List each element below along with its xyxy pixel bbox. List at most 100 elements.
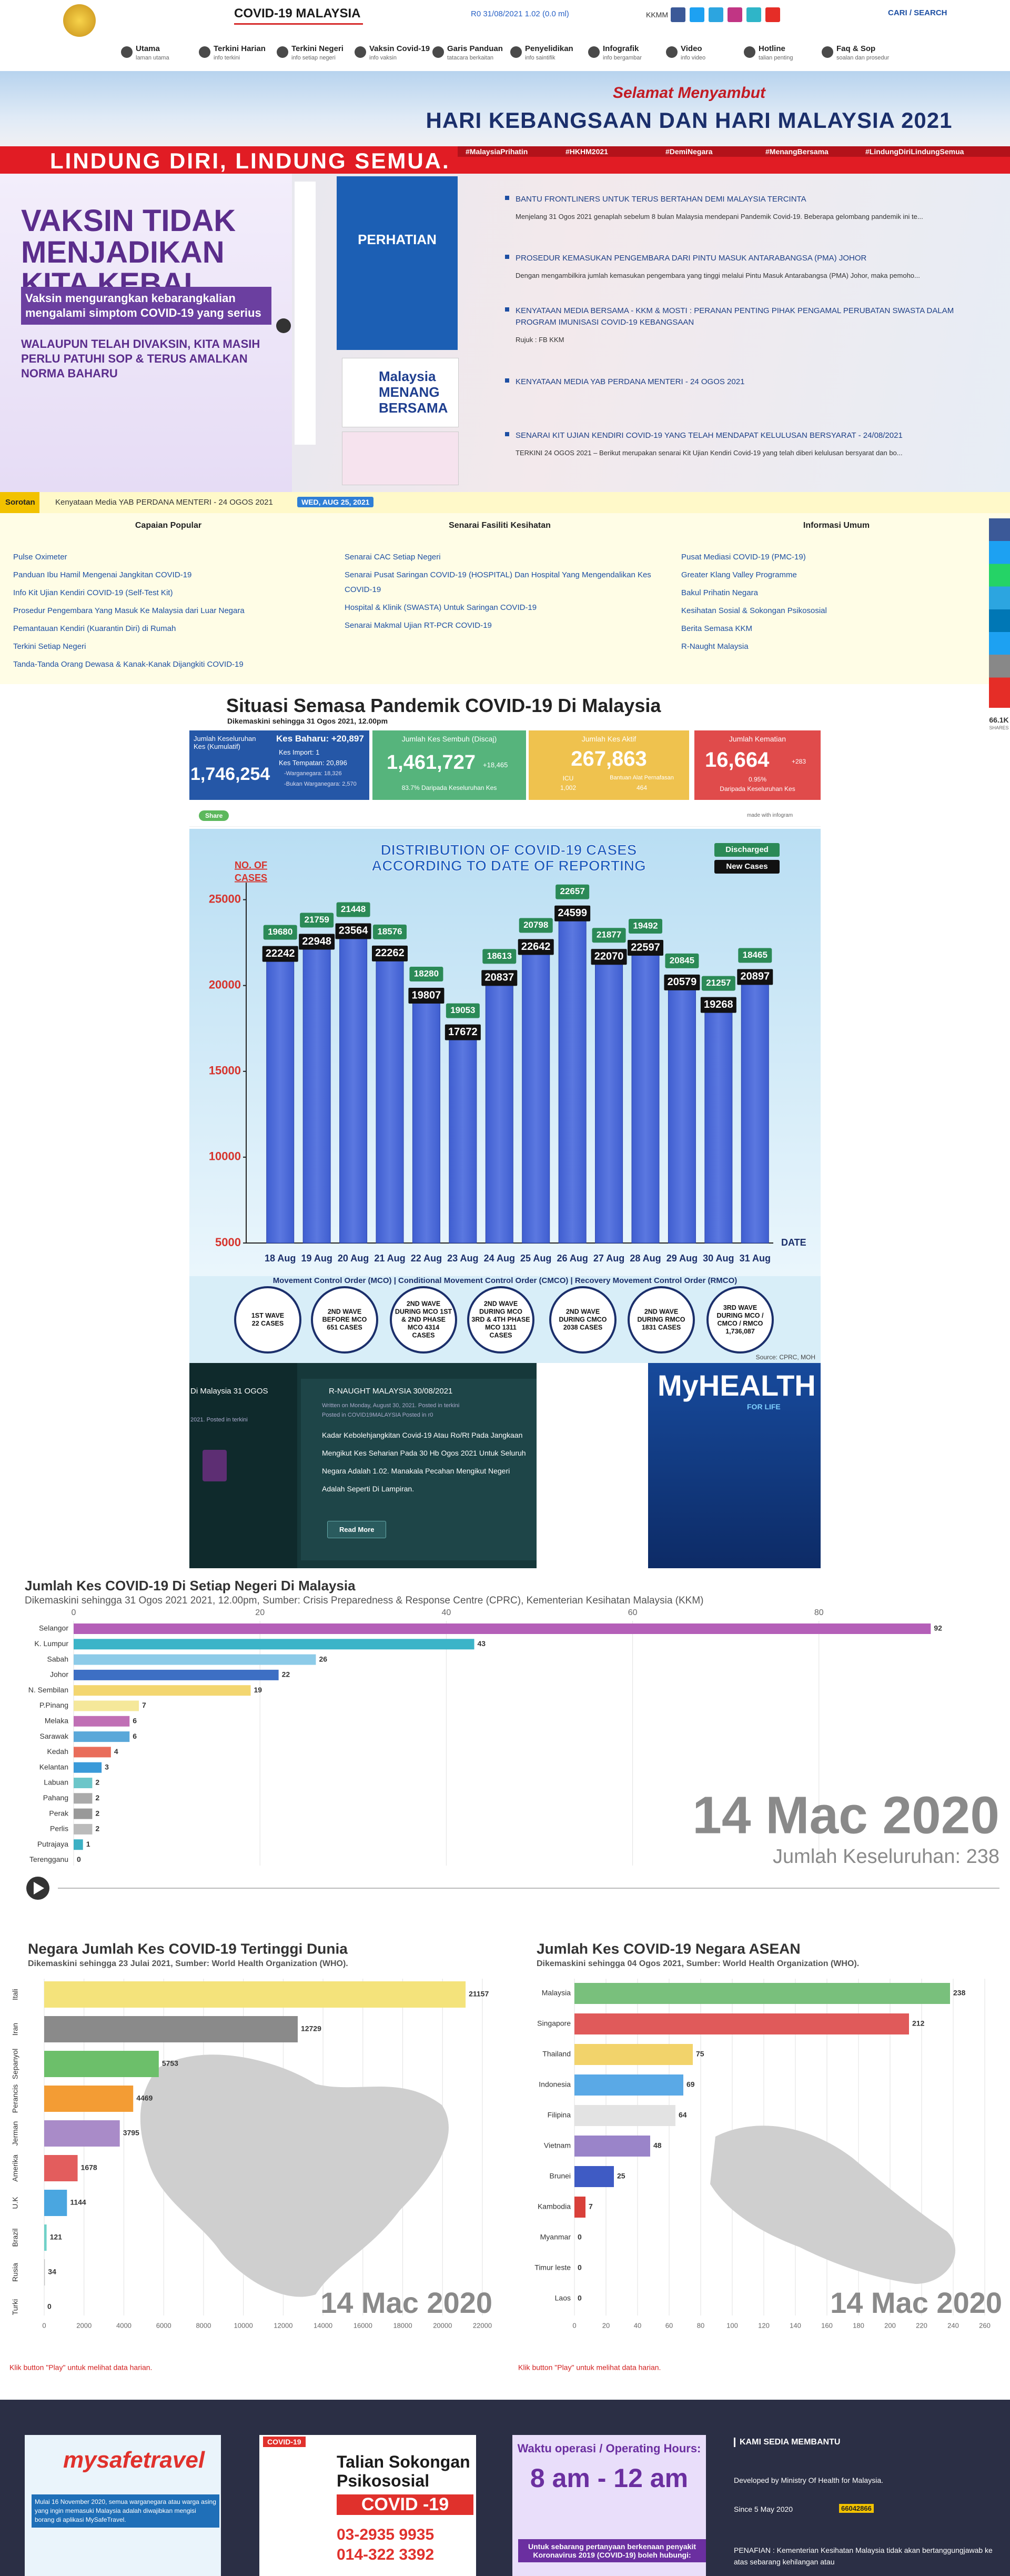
link-item[interactable]: Pulse Oximeter bbox=[13, 553, 67, 562]
value-label: 1 bbox=[86, 1840, 90, 1848]
carousel-title[interactable]: R-NAUGHT MALAYSIA 30/08/2021 bbox=[329, 1387, 453, 1396]
icon-facebook[interactable] bbox=[671, 7, 685, 22]
nav-icon bbox=[432, 46, 444, 58]
icon-instagram[interactable] bbox=[728, 7, 742, 22]
bar bbox=[74, 1731, 130, 1742]
link-item[interactable]: Panduan Ibu Hamil Mengenai Jangkitan COV… bbox=[13, 570, 192, 579]
ad-title: MyHEALTH bbox=[658, 1369, 816, 1402]
search[interactable]: CARI / SEARCH bbox=[888, 8, 947, 17]
chart-title: Jumlah Kes COVID-19 Negara ASEAN bbox=[537, 1940, 801, 1957]
value-label-bg bbox=[700, 997, 736, 1013]
icon-youtube[interactable] bbox=[765, 7, 780, 22]
category-label: P.Pinang bbox=[39, 1701, 68, 1709]
wave-circle bbox=[628, 1286, 695, 1354]
nav-title[interactable]: Penyelidikan bbox=[525, 44, 573, 53]
y-tick-label: 25000 bbox=[209, 892, 241, 905]
value-label: 5753 bbox=[162, 2059, 178, 2068]
icon-twitter[interactable] bbox=[690, 7, 704, 22]
icon-tiktok[interactable] bbox=[746, 7, 761, 22]
category-label: Singapore bbox=[537, 2019, 571, 2028]
news-title[interactable]: SENARAI KIT UJIAN KENDIRI COVID-19 YANG … bbox=[516, 431, 903, 440]
nav-icon bbox=[744, 46, 755, 58]
nav-title[interactable]: Utama bbox=[136, 44, 160, 53]
link-item[interactable]: Tanda-Tanda Orang Dewasa & Kanak-Kanak D… bbox=[13, 660, 244, 669]
bar bbox=[74, 1778, 93, 1788]
slider-arrow[interactable] bbox=[276, 318, 291, 333]
link-item[interactable]: Terkini Setiap Negeri bbox=[13, 642, 86, 651]
value-label-bg bbox=[299, 934, 335, 950]
read-more[interactable]: Read More bbox=[327, 1521, 387, 1538]
x-tick-label: 26 Aug bbox=[557, 1253, 588, 1264]
site-title[interactable]: COVID-19 MALAYSIA bbox=[234, 6, 361, 21]
category-label: Iran bbox=[11, 2023, 19, 2036]
value-label: 4469 bbox=[136, 2094, 153, 2102]
link-item[interactable]: Senarai Pusat Saringan COVID-19 (HOSPITA… bbox=[345, 570, 651, 594]
discharged-label-bg bbox=[701, 976, 735, 991]
share-button[interactable]: Share bbox=[199, 810, 229, 821]
link-item[interactable]: Berita Semasa KKM bbox=[681, 624, 753, 633]
value-label: 22948 bbox=[302, 936, 331, 947]
nav-title[interactable]: Vaksin Covid-19 bbox=[369, 44, 430, 53]
link-item[interactable]: Senarai CAC Setiap Negeri bbox=[345, 553, 441, 562]
bar bbox=[44, 2016, 298, 2042]
link-item[interactable]: Senarai Makmal Ujian RT-PCR COVID-19 bbox=[345, 621, 492, 630]
link-item[interactable]: Info Kit Ujian Kendiri COVID-19 (Self-Te… bbox=[13, 588, 173, 597]
news-title[interactable]: KENYATAAN MEDIA BERSAMA - KKM & MOSTI : … bbox=[516, 306, 954, 327]
discharged-label-bg bbox=[629, 919, 662, 934]
link-item[interactable]: Hospital & Klinik (SWASTA) Untuk Saringa… bbox=[345, 603, 537, 612]
news-title[interactable]: PROSEDUR KEMASUKAN PENGEMBARA DARI PINTU… bbox=[516, 254, 867, 263]
x-tick-label: 200 bbox=[884, 2321, 896, 2329]
disclaimer: PENAFIAN : Kementerian Kesihatan Malaysi… bbox=[734, 2546, 993, 2566]
nav-title[interactable]: Video bbox=[681, 44, 702, 53]
news-title[interactable]: KENYATAAN MEDIA YAB PERDANA MENTERI - 24… bbox=[516, 377, 745, 386]
category-label: Putrajaya bbox=[37, 1840, 68, 1848]
news-excerpt: TERKINI 24 OGOS 2021 – Berikut merupakan… bbox=[516, 449, 903, 457]
developed: Developed by Ministry Of Health for Mala… bbox=[734, 2476, 883, 2484]
link-item[interactable]: Bakul Prihatin Negara bbox=[681, 588, 758, 597]
y-axis-label: CASES bbox=[235, 873, 267, 883]
link-item[interactable]: Kesihatan Sosial & Sokongan Psikososial bbox=[681, 606, 827, 615]
bar bbox=[574, 2013, 909, 2034]
link-item[interactable]: R-Naught Malaysia bbox=[681, 642, 749, 651]
news-title[interactable]: BANTU FRONTLINERS UNTUK TERUS BERTAHAN D… bbox=[516, 195, 806, 204]
nav-title[interactable]: Infografik bbox=[603, 44, 639, 53]
nav-title[interactable]: Terkini Harian bbox=[214, 44, 266, 53]
link-item[interactable]: Greater Klang Valley Programme bbox=[681, 570, 797, 579]
icon-telegram[interactable] bbox=[709, 7, 723, 22]
share-count: 66.1K bbox=[989, 716, 1009, 724]
value-label-bg bbox=[445, 1024, 481, 1040]
links-bg bbox=[0, 513, 1010, 684]
wave-circle bbox=[467, 1286, 534, 1354]
nav-title[interactable]: Garis Panduan bbox=[447, 44, 503, 53]
news-bullet bbox=[505, 307, 509, 312]
bar bbox=[74, 1639, 474, 1650]
carousel-prev[interactable] bbox=[203, 1450, 227, 1481]
value-label: 22070 bbox=[594, 950, 624, 962]
thumb-3 bbox=[342, 432, 459, 485]
link-item[interactable]: Pemantauan Kendiri (Kuarantin Diri) di R… bbox=[13, 624, 176, 633]
stat-rec-note: 83.7% Daripada Keseluruhan Kes bbox=[401, 784, 497, 791]
link-item[interactable]: Pusat Mediasi COVID-19 (PMC-19) bbox=[681, 553, 806, 562]
value-label: 0 bbox=[578, 2263, 582, 2272]
value-label: 17672 bbox=[448, 1026, 478, 1038]
x-tick-label: 0 bbox=[42, 2321, 46, 2329]
value-label: 64 bbox=[679, 2111, 687, 2119]
sorotan-text[interactable]: Kenyataan Media YAB PERDANA MENTERI - 24… bbox=[55, 498, 273, 507]
y-tick-label: 10000 bbox=[209, 1150, 241, 1163]
x-tick-label: 0 bbox=[572, 2321, 576, 2329]
value-label: 2 bbox=[95, 1778, 99, 1787]
value-label: 75 bbox=[696, 2050, 704, 2058]
hint: Klik button "Play" untuk melihat data ha… bbox=[518, 2363, 661, 2372]
news-bullet bbox=[505, 432, 509, 436]
nav-title[interactable]: Terkini Negeri bbox=[291, 44, 344, 53]
link-item[interactable]: Prosedur Pengembara Yang Masuk Ke Malays… bbox=[13, 606, 245, 615]
category-label: Pahang bbox=[43, 1793, 68, 1802]
stat-icu-label: ICU bbox=[562, 775, 574, 782]
nav-title[interactable]: Faq & Sop bbox=[836, 44, 876, 53]
category-label: Labuan bbox=[44, 1778, 68, 1787]
wave-text: 1ST WAVE bbox=[251, 1312, 284, 1319]
nav-title[interactable]: Hotline bbox=[759, 44, 785, 53]
social-icons[interactable] bbox=[671, 7, 802, 22]
chart-subtitle: Dikemaskini sehingga 23 Julai 2021, Sumb… bbox=[28, 1959, 348, 1968]
waves: Movement Control Order (MCO) | Condition… bbox=[234, 1276, 815, 1361]
